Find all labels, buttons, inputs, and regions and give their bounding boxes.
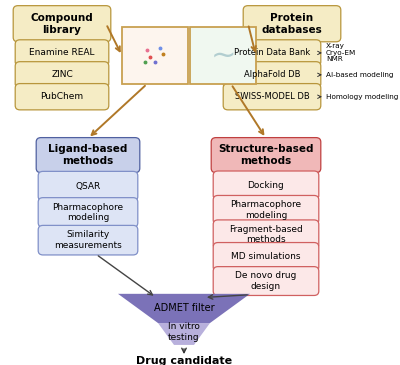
FancyBboxPatch shape — [243, 5, 341, 42]
Text: ZINC: ZINC — [51, 70, 73, 79]
FancyBboxPatch shape — [15, 40, 109, 66]
Text: QSAR: QSAR — [75, 182, 101, 191]
FancyBboxPatch shape — [223, 84, 321, 110]
Text: X-ray
Cryo-EM
NMR: X-ray Cryo-EM NMR — [326, 43, 356, 62]
Text: ADMET filter: ADMET filter — [154, 303, 214, 314]
FancyBboxPatch shape — [13, 5, 111, 42]
Text: Compound
library: Compound library — [31, 13, 93, 35]
FancyBboxPatch shape — [213, 243, 319, 272]
FancyBboxPatch shape — [213, 220, 319, 249]
Text: Homology modeling: Homology modeling — [326, 94, 398, 100]
FancyBboxPatch shape — [36, 138, 140, 173]
FancyBboxPatch shape — [15, 84, 109, 110]
Text: PubChem: PubChem — [40, 92, 84, 101]
FancyBboxPatch shape — [190, 27, 256, 84]
Text: Structure-based
methods: Structure-based methods — [218, 144, 314, 166]
Polygon shape — [158, 323, 210, 345]
Text: ~: ~ — [210, 41, 236, 70]
FancyBboxPatch shape — [38, 198, 138, 227]
Text: Docking: Docking — [248, 181, 284, 190]
Text: AlphaFold DB: AlphaFold DB — [244, 70, 300, 79]
Polygon shape — [118, 294, 250, 323]
FancyBboxPatch shape — [38, 172, 138, 201]
Text: Protein Data Bank: Protein Data Bank — [234, 49, 310, 57]
Text: Drug candidate: Drug candidate — [136, 356, 232, 365]
FancyBboxPatch shape — [213, 266, 319, 296]
FancyBboxPatch shape — [223, 40, 321, 66]
Text: Ligand-based
methods: Ligand-based methods — [48, 144, 128, 166]
Text: Pharmacophore
modeling: Pharmacophore modeling — [52, 203, 124, 222]
FancyBboxPatch shape — [211, 138, 321, 173]
Text: Pharmacophore
modeling: Pharmacophore modeling — [230, 200, 302, 220]
Text: Enamine REAL: Enamine REAL — [29, 49, 95, 57]
FancyBboxPatch shape — [122, 27, 188, 84]
Text: SWISS-MODEL DB: SWISS-MODEL DB — [235, 92, 309, 101]
FancyBboxPatch shape — [38, 225, 138, 255]
Text: AI-based modeling: AI-based modeling — [326, 72, 394, 78]
Text: Fragment-based
methods: Fragment-based methods — [229, 224, 303, 244]
Text: MD simulations: MD simulations — [231, 253, 301, 261]
Text: De novo drug
design: De novo drug design — [235, 271, 297, 291]
FancyBboxPatch shape — [15, 62, 109, 88]
Text: Protein
databases: Protein databases — [262, 13, 322, 35]
FancyBboxPatch shape — [213, 171, 319, 200]
FancyBboxPatch shape — [223, 62, 321, 88]
Text: In vitro
testing: In vitro testing — [168, 322, 200, 342]
Text: Similarity
measurements: Similarity measurements — [54, 230, 122, 250]
FancyBboxPatch shape — [213, 196, 319, 224]
